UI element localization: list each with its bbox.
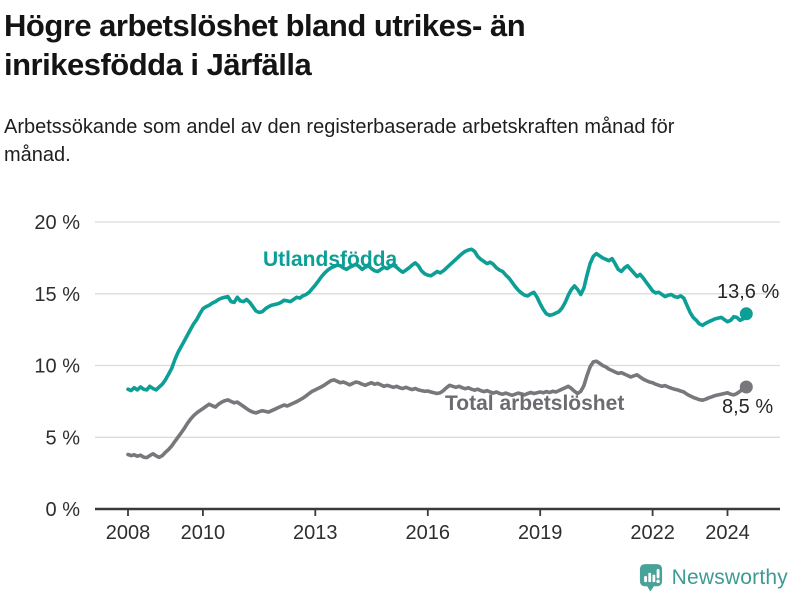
- y-tick-label: 10 %: [34, 356, 80, 378]
- x-tick-label: 2022: [630, 522, 675, 544]
- series-end-value-1: 8,5 %: [722, 396, 773, 418]
- series-label-0: Utlandsfödda: [263, 248, 397, 271]
- y-tick-label: 15 %: [34, 284, 80, 306]
- series-endpoint-1: [739, 380, 753, 394]
- newsworthy-logo[interactable]: Newsworthy: [639, 562, 788, 594]
- series-line-1: [126, 359, 749, 460]
- series-line-0: [126, 247, 749, 393]
- series-label-1: Total arbetslöshet: [445, 392, 624, 415]
- y-tick-label: 5 %: [46, 427, 81, 449]
- page-title: Högre arbetslöshet bland utrikes- än inr…: [4, 8, 526, 83]
- x-tick-label: 2024: [705, 522, 750, 544]
- y-tick-label: 0 %: [46, 499, 81, 521]
- series-end-value-0: 13,6 %: [717, 281, 779, 303]
- brand-name: Newsworthy: [671, 566, 788, 589]
- x-tick-label: 2016: [406, 522, 451, 544]
- x-tick-label: 2019: [518, 522, 563, 544]
- bar-chart-speech-bubble-icon: [639, 564, 662, 592]
- x-tick-label: 2008: [106, 522, 151, 544]
- x-tick-label: 2010: [181, 522, 226, 544]
- page-subtitle: Arbetssökande som andel av den registerb…: [4, 116, 675, 166]
- y-tick-label: 20 %: [34, 212, 80, 234]
- series-endpoint-0: [739, 307, 753, 321]
- x-tick-label: 2013: [293, 522, 338, 544]
